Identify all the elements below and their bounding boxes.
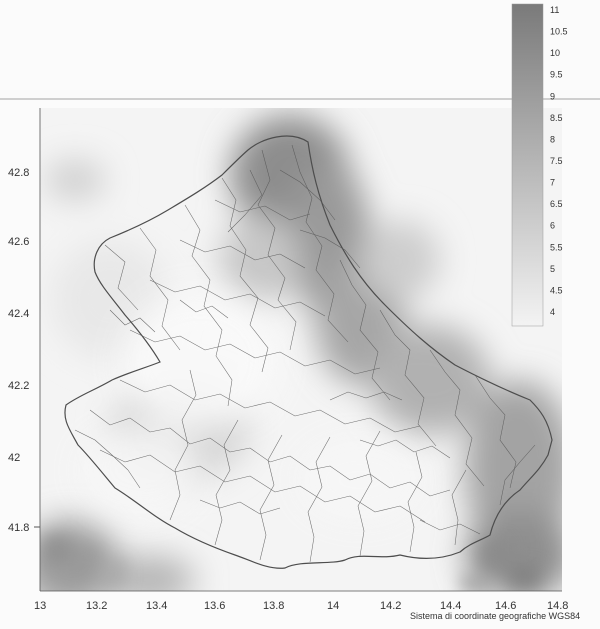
colorbar-tick-label: 7 (550, 178, 555, 188)
colorbar-tick-label: 4 (550, 307, 555, 317)
y-axis-ticks: 42.8 42.6 42.4 42.2 42 41.8 (8, 167, 40, 534)
colorbar-tick-label: 6.5 (550, 199, 563, 209)
colorbar: 11 10.5 10 9.5 9 8.5 8 7.5 7 6.5 6 5.5 5 4.5 4 (511, 3, 568, 327)
colorbar-tick-label: 9.5 (550, 70, 563, 80)
low-region (80, 290, 420, 520)
colorbar-tick-label: 6 (550, 221, 555, 231)
x-tick-label: 14 (327, 600, 339, 612)
x-tick-label: 14.8 (547, 600, 568, 612)
colorbar-tick-label: 8.5 (550, 113, 563, 123)
coordinate-system-note: Sistema di coordinate geografiche WGS84 (410, 611, 580, 621)
y-tick-label: 42.4 (8, 308, 29, 320)
x-tick-label: 13.2 (86, 600, 107, 612)
colorbar-ticks: 11 10.5 10 9.5 9 8.5 8 7.5 7 6.5 6 5.5 5 4.5 4 (550, 5, 568, 317)
colorbar-tick-label: 8 (550, 134, 555, 144)
colorbar-tick-label: 9 (550, 91, 555, 101)
x-tick-label: 14.6 (495, 600, 516, 612)
x-tick-label: 14.4 (440, 600, 461, 612)
colorbar-gradient (511, 3, 544, 327)
pixel-texture (42, 535, 540, 591)
x-axis-ticks: 13 13.2 13.4 13.6 13.8 14 14.2 14.4 14.6… (34, 600, 568, 612)
colorbar-tick-label: 10 (550, 48, 560, 58)
y-tick-label: 42.8 (8, 167, 29, 179)
colorbar-tick-label: 10.5 (550, 27, 568, 37)
region-outline (64, 135, 553, 569)
y-tick-label: 42 (8, 452, 20, 464)
colorbar-tick-label: 11 (550, 5, 559, 15)
y-tick-label: 41.8 (8, 522, 29, 534)
municipal-boundaries (74, 144, 536, 563)
colorbar-tick-label: 5 (550, 264, 555, 274)
colorbar-tick-label: 4.5 (550, 285, 563, 295)
plot-area (40, 108, 562, 591)
y-tick-label: 42.2 (8, 380, 29, 392)
colorbar-tick-label: 5.5 (550, 242, 563, 252)
x-tick-label: 14.2 (380, 600, 401, 612)
x-tick-label: 13.6 (204, 600, 225, 612)
x-tick-label: 13.4 (146, 600, 167, 612)
colorbar-tick-label: 7.5 (550, 156, 563, 166)
y-tick-label: 42.6 (8, 236, 29, 248)
x-tick-label: 13.8 (263, 600, 284, 612)
x-tick-label: 13 (34, 600, 46, 612)
